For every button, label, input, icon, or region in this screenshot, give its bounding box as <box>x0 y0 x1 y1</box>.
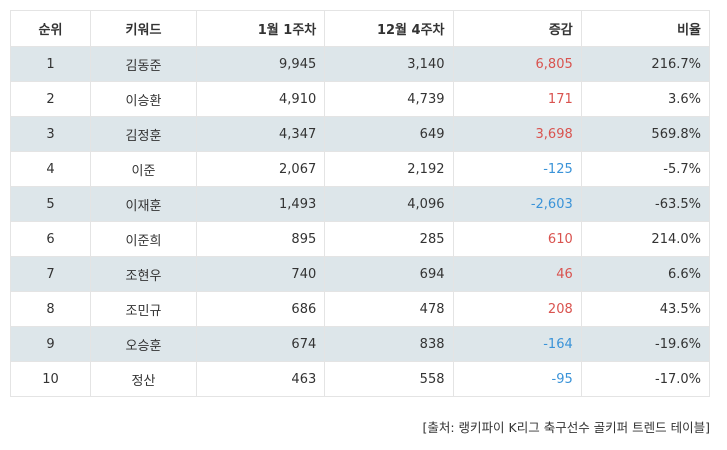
cell-change: -125 <box>452 151 582 187</box>
cell-rank: 5 <box>10 186 91 222</box>
cell-rank: 6 <box>10 221 91 257</box>
cell-week4: 3,140 <box>324 46 454 82</box>
table-row: 6 이준희 895 285 610 214.0% <box>10 221 711 257</box>
cell-change: -95 <box>452 361 582 397</box>
cell-ratio: -63.5% <box>580 186 711 222</box>
cell-week1: 740 <box>195 256 326 292</box>
cell-week1: 463 <box>195 361 326 397</box>
table-row: 2 이승환 4,910 4,739 171 3.6% <box>10 81 711 117</box>
cell-week4: 558 <box>324 361 454 397</box>
cell-week1: 1,493 <box>195 186 326 222</box>
cell-keyword: 이준 <box>90 151 197 187</box>
cell-change: 171 <box>452 81 582 117</box>
ranking-table-container: 순위 키워드 1월 1주차 12월 4주차 증감 비율 1 김동준 9,945 3,1… <box>10 10 711 397</box>
table-row: 9 오승훈 674 838 -164 -19.6% <box>10 326 711 362</box>
cell-ratio: 6.6% <box>580 256 711 292</box>
cell-ratio: 3.6% <box>580 81 711 117</box>
cell-week1: 2,067 <box>195 151 326 187</box>
cell-keyword: 이준희 <box>90 221 197 257</box>
table-row: 5 이재훈 1,493 4,096 -2,603 -63.5% <box>10 186 711 222</box>
cell-keyword: 이승환 <box>90 81 197 117</box>
cell-change: 46 <box>452 256 582 292</box>
table-row: 10 정산 463 558 -95 -17.0% <box>10 361 711 397</box>
cell-ratio: 216.7% <box>580 46 711 82</box>
cell-keyword: 조현우 <box>90 256 197 292</box>
header-rank: 순위 <box>10 10 91 47</box>
keyword-ranking-table: 순위 키워드 1월 1주차 12월 4주차 증감 비율 1 김동준 9,945 3,1… <box>10 10 711 397</box>
cell-change: 3,698 <box>452 116 582 152</box>
cell-rank: 8 <box>10 291 91 327</box>
cell-rank: 1 <box>10 46 91 82</box>
cell-ratio: -17.0% <box>580 361 711 397</box>
source-caption: [출처: 랭키파이 K리그 축구선수 골키퍼 트렌드 테이블] <box>422 420 710 435</box>
cell-week4: 838 <box>324 326 454 362</box>
cell-change: -164 <box>452 326 582 362</box>
header-week1: 1월 1주차 <box>195 10 326 47</box>
cell-week4: 649 <box>324 116 454 152</box>
cell-week1: 895 <box>195 221 326 257</box>
cell-change: -2,603 <box>452 186 582 222</box>
table-header-row: 순위 키워드 1월 1주차 12월 4주차 증감 비율 <box>10 10 711 47</box>
cell-week4: 2,192 <box>324 151 454 187</box>
header-change: 증감 <box>452 10 582 47</box>
cell-week4: 4,096 <box>324 186 454 222</box>
cell-keyword: 조민규 <box>90 291 197 327</box>
cell-week4: 285 <box>324 221 454 257</box>
cell-ratio: 43.5% <box>580 291 711 327</box>
cell-change: 610 <box>452 221 582 257</box>
cell-week4: 4,739 <box>324 81 454 117</box>
cell-keyword: 오승훈 <box>90 326 197 362</box>
cell-rank: 3 <box>10 116 91 152</box>
cell-keyword: 이재훈 <box>90 186 197 222</box>
table-row: 4 이준 2,067 2,192 -125 -5.7% <box>10 151 711 187</box>
cell-ratio: 569.8% <box>580 116 711 152</box>
header-ratio: 비율 <box>580 10 711 47</box>
cell-rank: 7 <box>10 256 91 292</box>
cell-keyword: 김정훈 <box>90 116 197 152</box>
cell-rank: 4 <box>10 151 91 187</box>
cell-rank: 9 <box>10 326 91 362</box>
cell-change: 6,805 <box>452 46 582 82</box>
cell-week1: 9,945 <box>195 46 326 82</box>
cell-week1: 4,347 <box>195 116 326 152</box>
cell-rank: 2 <box>10 81 91 117</box>
cell-week1: 686 <box>195 291 326 327</box>
table-row: 1 김동준 9,945 3,140 6,805 216.7% <box>10 46 711 82</box>
cell-week4: 694 <box>324 256 454 292</box>
table-row: 3 김정훈 4,347 649 3,698 569.8% <box>10 116 711 152</box>
cell-rank: 10 <box>10 361 91 397</box>
cell-keyword: 정산 <box>90 361 197 397</box>
table-row: 7 조현우 740 694 46 6.6% <box>10 256 711 292</box>
cell-change: 208 <box>452 291 582 327</box>
header-keyword: 키워드 <box>90 10 197 47</box>
cell-ratio: -19.6% <box>580 326 711 362</box>
cell-ratio: 214.0% <box>580 221 711 257</box>
cell-keyword: 김동준 <box>90 46 197 82</box>
cell-week1: 674 <box>195 326 326 362</box>
header-week4: 12월 4주차 <box>324 10 454 47</box>
cell-ratio: -5.7% <box>580 151 711 187</box>
cell-week4: 478 <box>324 291 454 327</box>
cell-week1: 4,910 <box>195 81 326 117</box>
table-row: 8 조민규 686 478 208 43.5% <box>10 291 711 327</box>
